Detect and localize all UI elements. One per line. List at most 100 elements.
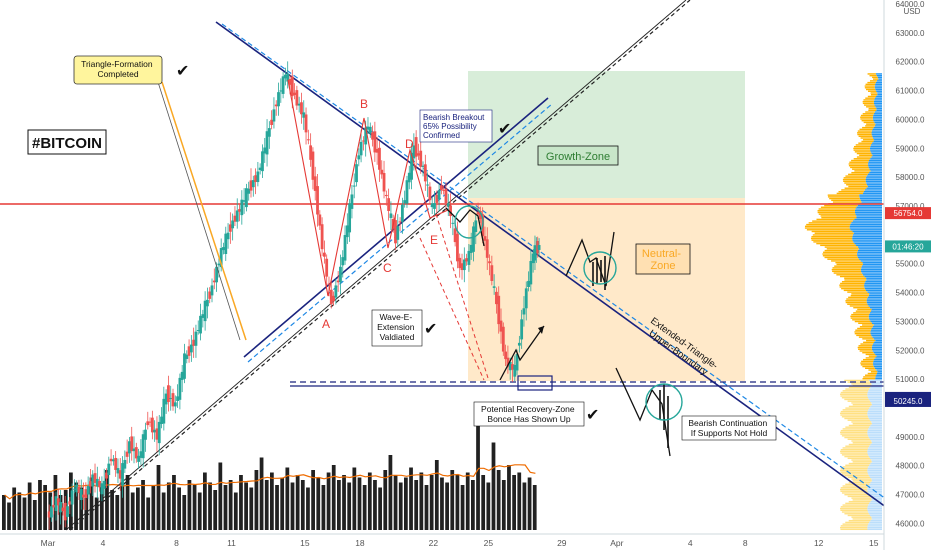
volume-profile-row-down — [851, 421, 872, 423]
volume-profile-row-up — [870, 329, 882, 331]
price-axis[interactable] — [884, 0, 932, 550]
price-tick-label: 51000.0 — [896, 375, 925, 384]
volume-bar — [290, 482, 295, 530]
volume-profile-row-up — [874, 125, 882, 127]
volume-profile-row-down — [827, 196, 860, 198]
volume-profile-row-up — [868, 398, 882, 401]
volume-profile-row-up — [861, 270, 882, 273]
volume-bar — [450, 470, 455, 530]
breakout-note-line-2: 65% Possibility — [423, 122, 477, 131]
volume-profile-row-up — [872, 336, 882, 338]
volume-profile-row-up — [852, 234, 882, 236]
volume-profile-row-up — [870, 149, 882, 151]
volume-profile-row-up — [867, 397, 882, 399]
neutral-zone-line-2: Zone — [650, 260, 675, 272]
candle-body — [84, 489, 88, 498]
volume-profile-row-down — [818, 208, 856, 210]
volume-bar — [486, 482, 491, 530]
candle-body — [460, 263, 464, 271]
volume-profile-row-up — [857, 204, 882, 207]
volume-profile-row-up — [865, 178, 882, 181]
volume-profile-row-down — [840, 452, 868, 454]
volume-profile-row-up — [874, 104, 882, 106]
volume-profile-row-down — [820, 215, 857, 217]
long-term-support-line-solid — [65, 0, 687, 531]
breakout-note-line-3: Confirmed — [423, 131, 460, 140]
volume-profile-row-up — [868, 379, 882, 382]
volume-bar — [522, 482, 527, 530]
volume-profile-row-down — [842, 447, 869, 449]
candle-body — [343, 235, 347, 261]
candle-body — [79, 489, 83, 501]
candle-body — [288, 79, 292, 85]
candle-body — [371, 132, 374, 140]
candle-body — [134, 447, 138, 459]
volume-profile-row-down — [840, 487, 868, 489]
wave-e-extension-dashed-2 — [435, 213, 489, 379]
volume-profile-row-up — [866, 301, 882, 304]
candle-body — [201, 314, 205, 318]
volume-bar — [285, 467, 290, 530]
triangle-callout-box[interactable] — [73, 55, 163, 85]
volume-profile-row-up — [867, 471, 882, 473]
price-tag-label: 50245.0 — [894, 397, 923, 406]
volume-bar — [239, 475, 243, 530]
volume-profile-row-down — [847, 400, 870, 402]
candle-body — [267, 128, 271, 137]
candle-body — [144, 429, 147, 440]
candle-body — [183, 353, 186, 379]
candle-body — [428, 186, 432, 201]
volume-profile-row-up — [869, 159, 882, 162]
volume-profile-row-down — [868, 109, 877, 111]
candle-body — [162, 398, 166, 424]
volume-profile-row-down — [831, 199, 861, 202]
volume-profile-row-down — [840, 469, 868, 472]
triangle-callout-pointer — [161, 81, 247, 341]
wave-e-note-text: Wave-E- Extension Valdiated — [377, 312, 417, 342]
volume-profile-row-down — [857, 133, 872, 136]
candle-body — [233, 215, 237, 222]
volume-profile-row-down — [844, 398, 869, 401]
volume-profile-row-down — [836, 274, 863, 276]
volume-profile-row-up — [869, 521, 882, 524]
volume-profile-row-up — [871, 478, 882, 480]
wave-e-note-box — [371, 309, 423, 347]
price-tick-label: 47000.0 — [896, 491, 925, 500]
volume-bar — [223, 485, 228, 530]
volume-profile-row-down — [845, 521, 870, 524]
volume-profile-row-down — [848, 500, 871, 503]
volume-profile-row-down — [831, 260, 861, 262]
volume-profile-row-down — [841, 287, 865, 290]
volume-profile-row-down — [840, 488, 868, 491]
volume-profile-row-up — [864, 282, 882, 285]
volume-profile-row-up — [875, 376, 882, 378]
volume-profile-row-down — [860, 116, 873, 118]
candle-body — [137, 455, 141, 462]
volume-bar — [105, 470, 109, 530]
volume-profile-row-down — [845, 426, 870, 428]
volume-profile-row-down — [840, 507, 868, 510]
volume-profile-row-down — [853, 147, 870, 150]
volume-bar — [501, 480, 506, 530]
volume-bar — [32, 500, 37, 530]
volume-bar — [197, 492, 202, 530]
volume-bar — [264, 480, 269, 530]
volume-profile-row-down — [862, 377, 876, 380]
volume-profile-row-down — [852, 319, 870, 321]
breakout-circle — [454, 205, 484, 239]
triangle-upper-boundary[interactable] — [215, 21, 891, 511]
volume-profile-row-up — [868, 466, 882, 468]
volume-bar — [496, 470, 501, 530]
candle-body — [368, 126, 372, 134]
volume-profile-row-down — [865, 367, 875, 369]
volume-profile-row-up — [877, 76, 882, 79]
candle-body — [446, 203, 450, 207]
volume-profile-row-down — [849, 161, 869, 163]
price-tag-label: 01:46:20 — [892, 242, 924, 251]
volume-profile-row-down — [870, 94, 878, 96]
volume-profile-row-up — [867, 173, 882, 176]
volume-profile-row-up — [871, 383, 882, 385]
volume-bar — [532, 485, 537, 530]
candle-body — [403, 200, 407, 204]
